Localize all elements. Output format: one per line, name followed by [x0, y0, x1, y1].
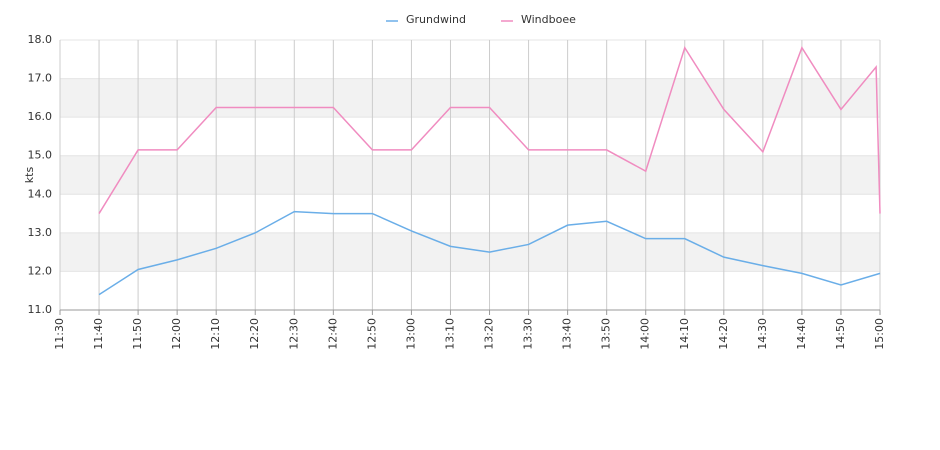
y-tick-label: 14.0: [28, 187, 53, 200]
y-tick-label: 17.0: [28, 72, 53, 85]
plot-band: [60, 232, 880, 272]
x-tick-label: 12:00: [170, 318, 183, 350]
legend-label: Grundwind: [406, 13, 466, 26]
series-line: [98, 45, 881, 214]
y-tick-label: 16.0: [28, 110, 53, 123]
x-tick-label: 12:20: [248, 318, 261, 350]
series-line: [98, 210, 881, 296]
plot-band: [60, 155, 880, 195]
x-tick-label: 14:40: [795, 318, 808, 350]
y-tick-label: 11.0: [28, 303, 53, 316]
x-tick-label: 11:30: [53, 318, 66, 350]
x-tick-label: 12:30: [287, 318, 300, 350]
x-tick-label: 12:40: [326, 318, 339, 350]
x-tick-label: 13:40: [561, 318, 574, 350]
x-tick-label: 14:00: [639, 318, 652, 350]
x-tick-label: 12:10: [209, 318, 222, 350]
x-tick-label: 13:50: [600, 318, 613, 350]
x-tick-label: 11:40: [92, 318, 105, 350]
y-tick-label: 18.0: [28, 33, 53, 46]
y-tick-label: 12.0: [28, 264, 53, 277]
legend-label: Windboee: [521, 13, 576, 26]
plot-band: [60, 78, 880, 118]
x-tick-label: 12:50: [365, 318, 378, 350]
y-tick-label: 13.0: [28, 226, 53, 239]
x-tick-label: 13:30: [522, 318, 535, 350]
x-tick-label: 15:00: [873, 318, 886, 350]
x-tick-label: 14:20: [717, 318, 730, 350]
x-tick-label: 14:50: [834, 318, 847, 350]
x-tick-label: 13:10: [443, 318, 456, 350]
x-tick-label: 13:20: [483, 318, 496, 350]
y-axis-label: kts: [23, 167, 36, 184]
x-tick-label: 11:50: [131, 318, 144, 350]
x-tick-label: 14:10: [678, 318, 691, 350]
x-tick-label: 14:30: [756, 318, 769, 350]
y-tick-label: 15.0: [28, 149, 53, 162]
x-tick-label: 13:00: [404, 318, 417, 350]
